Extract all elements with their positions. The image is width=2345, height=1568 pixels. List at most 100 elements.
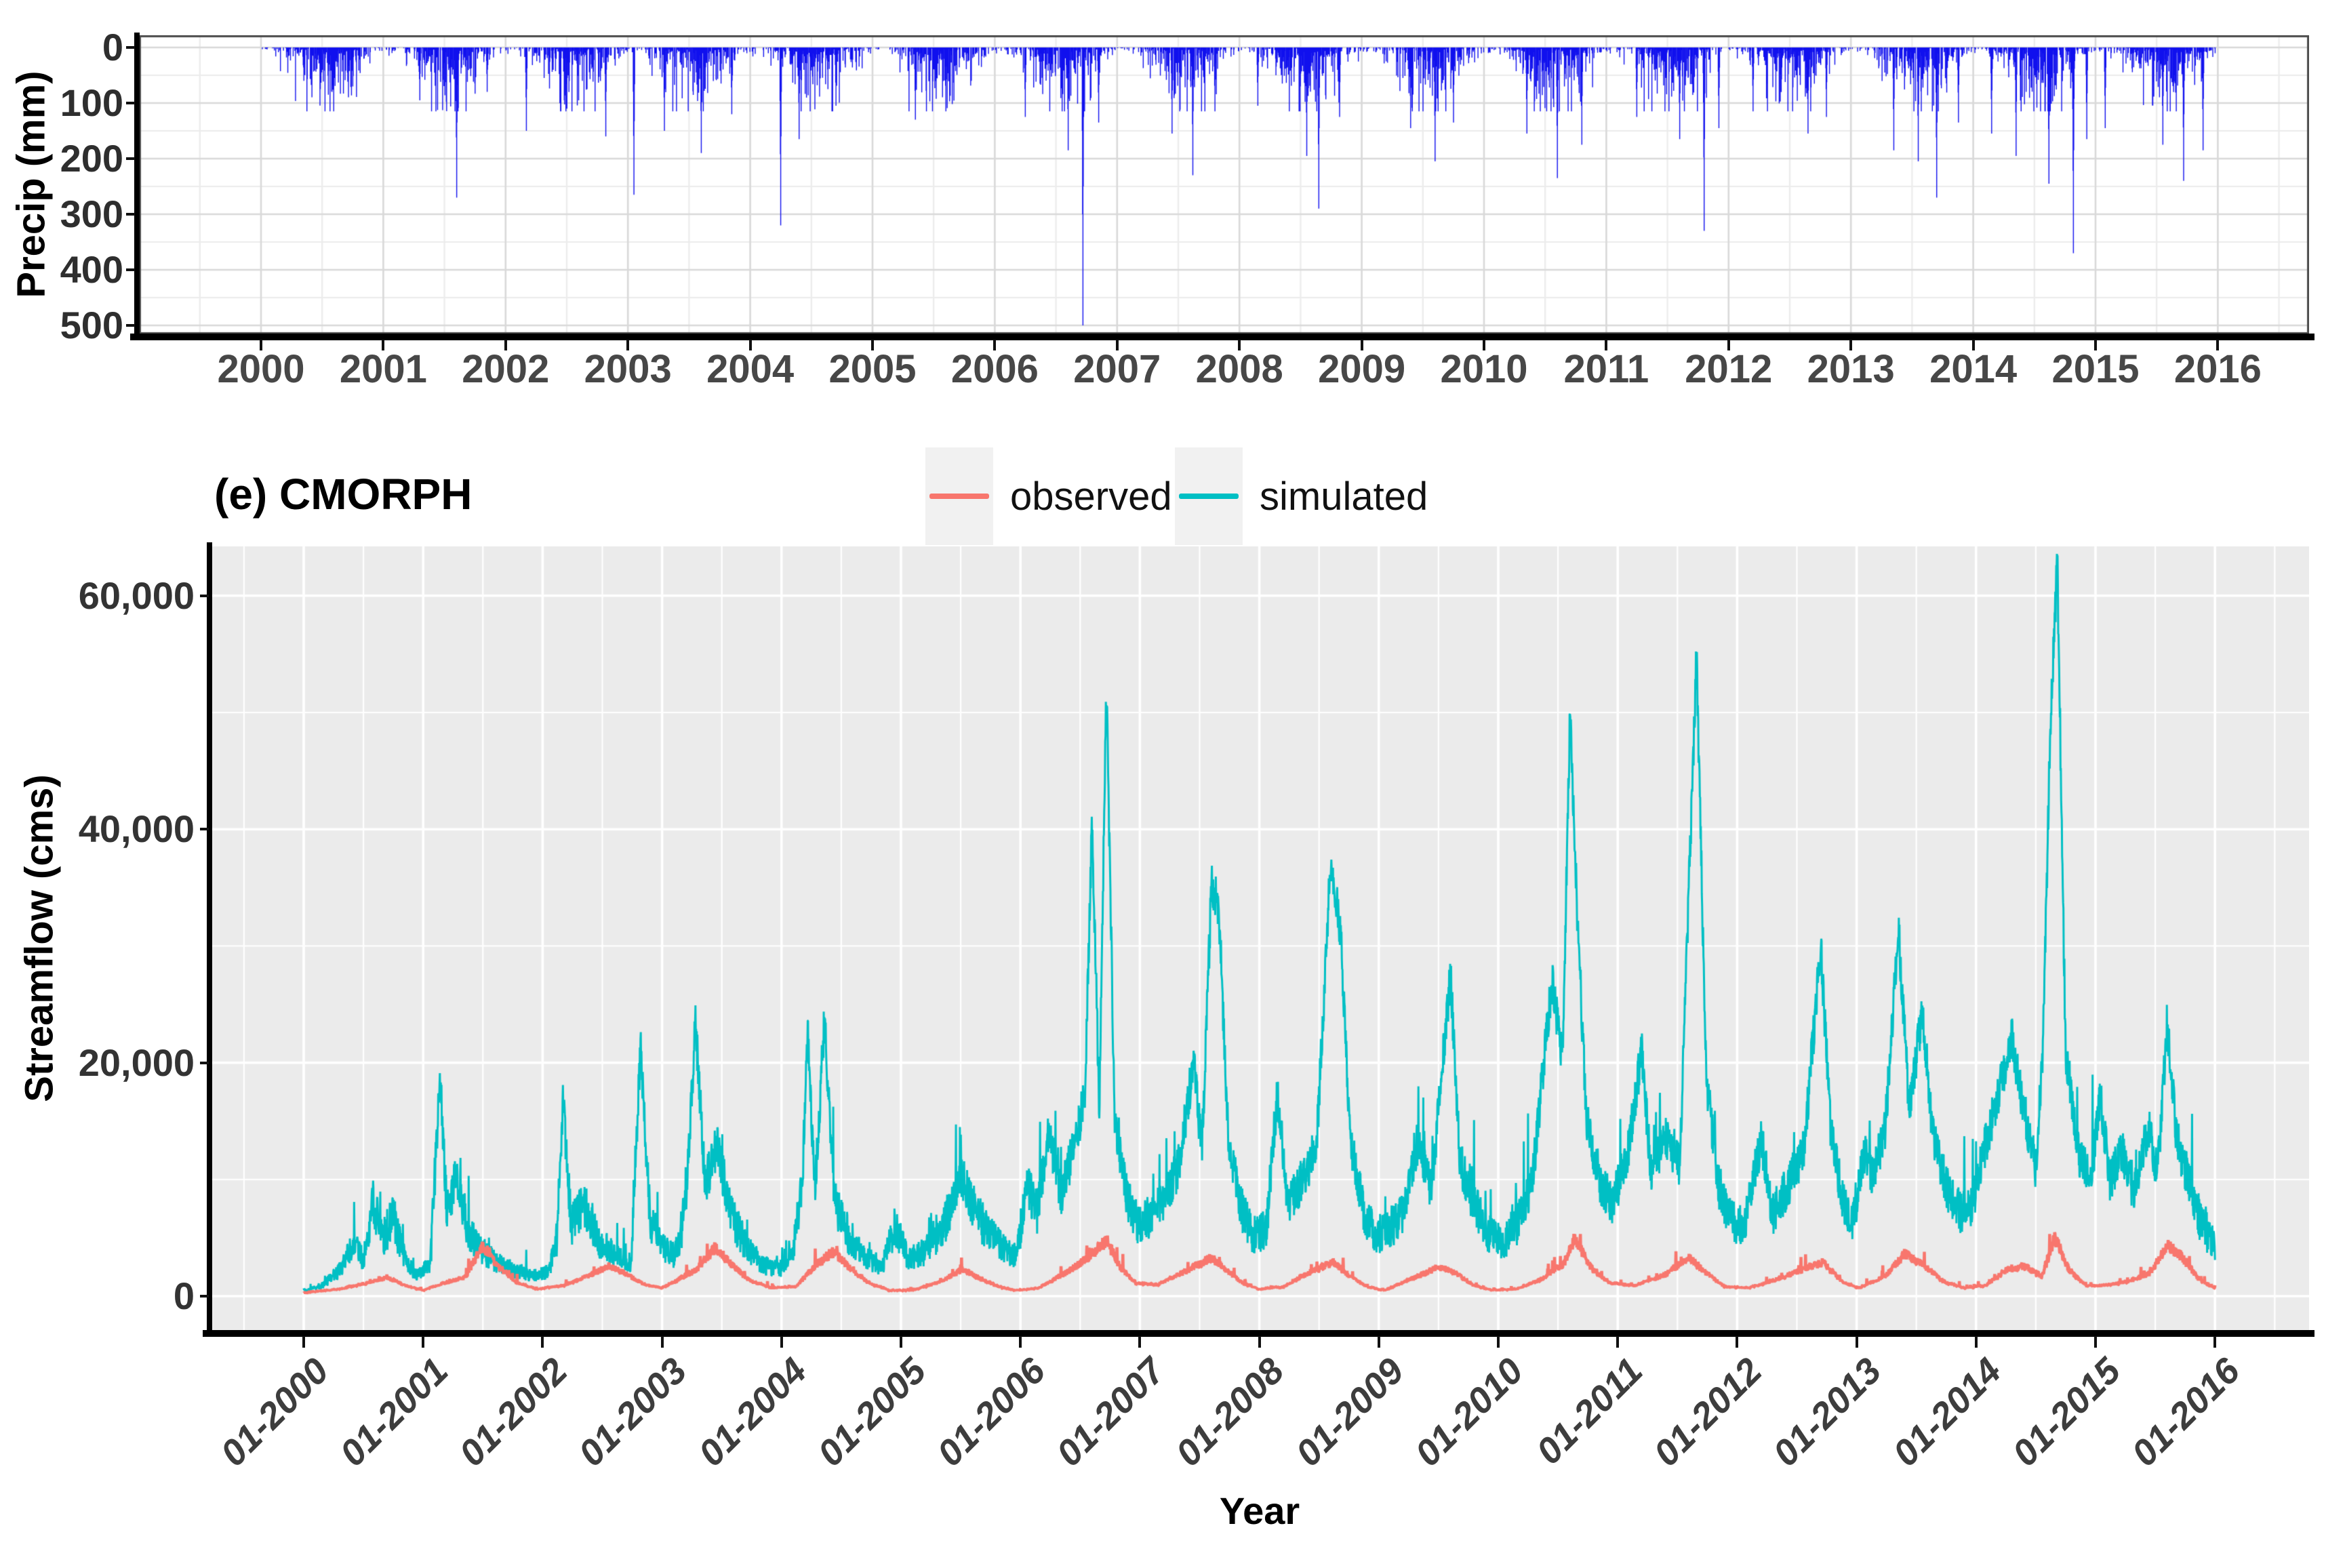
precip-x-tick [1238, 340, 1241, 350]
precip-y-tick-label: 100 [60, 81, 123, 124]
streamflow-y-tick [200, 1295, 209, 1298]
streamflow-x-tick-label-text: 01-2016 [2123, 1350, 2248, 1474]
precip-x-tick [871, 340, 874, 350]
precip-y-tick-label: 300 [60, 193, 123, 235]
streamflow-x-tick-label-text: 01-2009 [1287, 1350, 1412, 1474]
streamflow-x-tick-label-text: 01-2010 [1407, 1350, 1531, 1474]
precip-x-tick-label: 2001 [339, 347, 427, 391]
streamflow-x-tick-label-text: 01-2006 [929, 1350, 1054, 1474]
streamflow-x-tick-label-text: 01-2004 [690, 1350, 815, 1474]
precip-x-tick-label: 2012 [1685, 347, 1773, 391]
precip-x-tick-label: 2000 [217, 347, 305, 391]
streamflow-y-axis-line [207, 542, 212, 1336]
streamflow-x-tick-label-text: 01-2015 [2004, 1350, 2129, 1474]
streamflow-x-tick [1855, 1336, 1858, 1348]
precip-y-tick-label: 0 [102, 26, 123, 68]
streamflow-x-tick-label-text: 01-2000 [212, 1350, 337, 1474]
observed-line-swatch [929, 494, 989, 499]
streamflow-x-tick [422, 1336, 425, 1348]
precip-y-tick-label: 500 [60, 304, 123, 346]
precip-x-tick-label: 2006 [950, 347, 1039, 391]
streamflow-x-tick-label-text: 01-2003 [571, 1350, 695, 1474]
legend-label-observed: observed [1010, 475, 1172, 519]
precip-x-tick-label: 2005 [828, 347, 917, 391]
legend-key-observed [925, 447, 993, 545]
streamflow-x-tick [1377, 1336, 1380, 1348]
streamflow-y-tick [200, 828, 209, 831]
precip-x-tick-label: 2013 [1807, 347, 1895, 391]
streamflow-x-tick [302, 1336, 305, 1348]
legend-key-simulated [1175, 447, 1243, 545]
precip-x-tick-label: 2010 [1440, 347, 1528, 391]
precip-x-tick [382, 340, 385, 350]
precip-x-tick [1605, 340, 1608, 350]
streamflow-x-tick [1258, 1336, 1261, 1348]
streamflow-y-tick-label: 20,000 [78, 1041, 195, 1084]
streamflow-y-tick [200, 1061, 209, 1064]
streamflow-x-tick-label-text: 01-2013 [1765, 1350, 1889, 1474]
precip-x-tick-label: 2008 [1195, 347, 1283, 391]
precip-x-tick [2216, 340, 2220, 350]
precip-x-tick [993, 340, 997, 350]
precip-x-tick-label: 2004 [706, 347, 795, 391]
precip-x-tick [1360, 340, 1363, 350]
streamflow-x-tick [780, 1336, 783, 1348]
streamflow-x-tick [900, 1336, 902, 1348]
streamflow-x-tick [1616, 1336, 1620, 1348]
streamflow-x-tick-label-text: 01-2014 [1885, 1350, 2009, 1474]
streamflow-x-axis-line [203, 1330, 2314, 1337]
streamflow-y-tick [200, 594, 209, 597]
panel-title: (e) CMORPH [214, 470, 473, 519]
precip-x-axis-line [130, 334, 2314, 340]
streamflow-x-tick [660, 1336, 664, 1348]
streamflow-x-tick-label-text: 01-2005 [809, 1350, 934, 1474]
streamflow-x-tick-label-text: 01-2012 [1646, 1350, 1770, 1474]
precip-x-tick-label: 2011 [1563, 347, 1649, 391]
precip-x-tick [626, 340, 630, 350]
streamflow-x-tick [1497, 1336, 1500, 1348]
streamflow-x-tick-label-text: 01-2008 [1168, 1350, 1292, 1474]
precip-y-tick-label: 400 [60, 248, 123, 291]
streamflow-x-tick [1138, 1336, 1142, 1348]
precip-x-tick-label: 2003 [584, 347, 672, 391]
precip-x-tick [748, 340, 752, 350]
precip-x-tick [1483, 340, 1485, 350]
precip-y-tick-label: 200 [60, 137, 123, 180]
streamflow-x-tick [1736, 1336, 1739, 1348]
precip-x-tick-label: 2007 [1073, 347, 1161, 391]
precip-y-tick [126, 324, 135, 327]
streamflow-x-tick [2094, 1336, 2097, 1348]
streamflow-y-tick-label: 0 [173, 1274, 195, 1317]
precip-y-tick [126, 157, 135, 160]
streamflow-x-tick [2213, 1336, 2217, 1348]
precip-y-tick [126, 213, 135, 216]
precip-x-tick-label: 2002 [462, 347, 550, 391]
precip-x-tick-label: 2016 [2173, 347, 2262, 391]
precip-x-tick [2094, 340, 2097, 350]
precip-y-tick [126, 102, 135, 104]
precip-x-tick [1849, 340, 1853, 350]
precip-x-tick-label: 2009 [1318, 347, 1406, 391]
precip-x-tick [1727, 340, 1730, 350]
precip-y-tick [126, 268, 135, 271]
precip-x-tick [504, 340, 507, 350]
streamflow-x-tick [1019, 1336, 1022, 1348]
precip-x-tick [1971, 340, 1975, 350]
streamflow-x-tick-label-text: 01-2001 [332, 1350, 456, 1474]
precip-y-tick [126, 46, 135, 49]
streamflow-y-tick-label: 40,000 [78, 807, 195, 851]
streamflow-plot-canvas [212, 546, 2309, 1331]
precip-x-tick [260, 340, 262, 350]
streamflow-y-tick-label: 60,000 [78, 574, 195, 617]
precip-plot-canvas [139, 35, 2309, 334]
x-axis-title: Year [1219, 1489, 1300, 1532]
precip-y-axis-line [134, 33, 140, 340]
precip-x-tick [1115, 340, 1119, 350]
streamflow-x-tick-label-text: 01-2007 [1049, 1350, 1173, 1474]
streamflow-x-tick [541, 1336, 544, 1348]
precip-x-tick-label: 2014 [1929, 347, 2018, 391]
streamflow-x-tick [1974, 1336, 1978, 1348]
simulated-line-swatch [1179, 494, 1239, 499]
legend-label-simulated: simulated [1260, 475, 1428, 519]
